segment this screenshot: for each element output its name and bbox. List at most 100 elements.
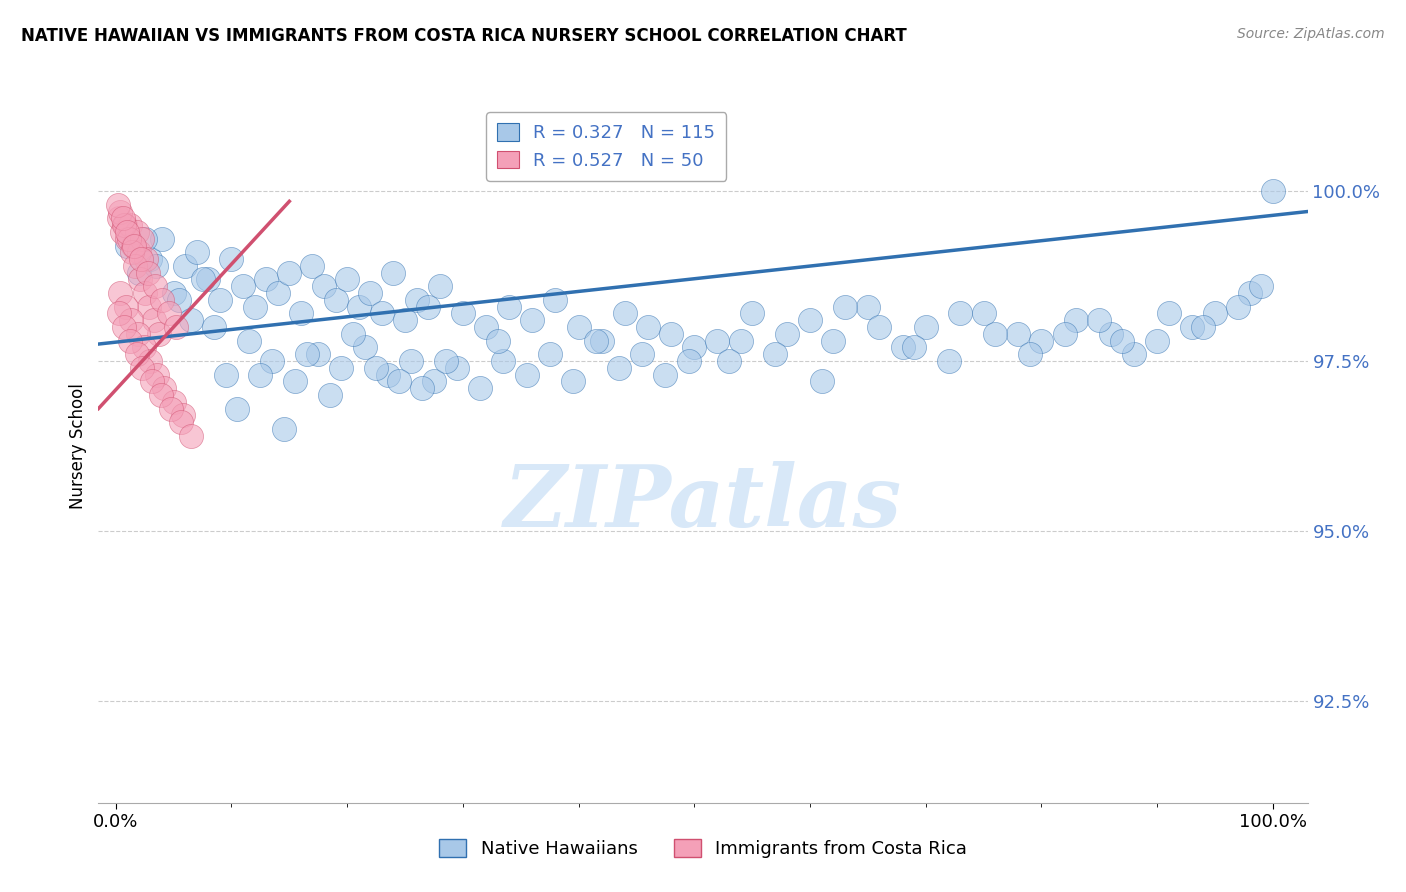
Point [319,388,342,402]
Point [492,354,515,368]
Point [984,326,1007,341]
Point [591,334,613,348]
Point [215,368,238,382]
Point [486,334,509,348]
Point [238,334,260,348]
Point [301,259,323,273]
Point [1018,347,1040,361]
Point [741,306,763,320]
Point [1007,326,1029,341]
Point [718,354,741,368]
Point [405,293,427,307]
Point [208,293,231,307]
Point [799,313,821,327]
Point [522,313,544,327]
Point [631,347,654,361]
Point [202,320,225,334]
Point [353,341,375,355]
Point [568,320,591,334]
Point [232,279,254,293]
Point [763,347,786,361]
Point [290,306,312,320]
Point [131,360,153,375]
Point [110,286,132,301]
Point [366,360,388,375]
Point [856,300,879,314]
Point [117,238,139,252]
Point [118,218,141,232]
Point [637,320,659,334]
Point [446,360,468,375]
Point [169,415,191,429]
Point [115,300,138,314]
Point [1111,334,1133,348]
Point [128,266,150,280]
Point [149,388,172,402]
Point [117,225,139,239]
Point [347,300,370,314]
Point [150,293,173,307]
Point [1031,334,1053,348]
Point [157,306,180,320]
Point [148,326,170,341]
Point [498,300,520,314]
Text: ZIPatlas: ZIPatlas [503,461,903,545]
Point [730,334,752,348]
Point [429,279,451,293]
Point [180,313,202,327]
Point [1123,347,1146,361]
Point [221,252,243,266]
Point [226,401,249,416]
Point [544,293,567,307]
Point [108,211,131,226]
Point [122,238,145,252]
Point [515,368,537,382]
Point [112,218,135,232]
Point [1064,313,1087,327]
Point [561,375,583,389]
Point [131,232,153,246]
Point [295,347,318,361]
Point [423,375,446,389]
Point [706,334,728,348]
Point [186,245,208,260]
Point [1250,279,1272,293]
Point [1088,313,1111,327]
Point [1181,320,1204,334]
Point [342,326,364,341]
Point [134,286,156,301]
Point [330,360,353,375]
Point [949,306,972,320]
Point [110,204,132,219]
Point [124,259,146,273]
Point [129,272,152,286]
Point [399,354,422,368]
Text: NATIVE HAWAIIAN VS IMMIGRANTS FROM COSTA RICA NURSERY SCHOOL CORRELATION CHART: NATIVE HAWAIIAN VS IMMIGRANTS FROM COSTA… [21,27,907,45]
Point [117,232,139,246]
Point [138,300,160,314]
Point [249,368,271,382]
Point [135,252,157,266]
Point [267,286,290,301]
Point [278,266,301,280]
Point [127,326,149,341]
Point [172,409,194,423]
Point [776,326,799,341]
Point [128,245,150,260]
Point [124,238,146,252]
Point [112,320,135,334]
Point [470,381,492,395]
Point [117,232,139,246]
Point [903,341,925,355]
Point [1146,334,1168,348]
Point [160,401,183,416]
Point [145,259,167,273]
Point [371,306,394,320]
Point [411,381,433,395]
Point [325,293,347,307]
Point [197,272,219,286]
Point [451,306,474,320]
Point [191,272,214,286]
Point [659,326,682,341]
Point [125,225,148,239]
